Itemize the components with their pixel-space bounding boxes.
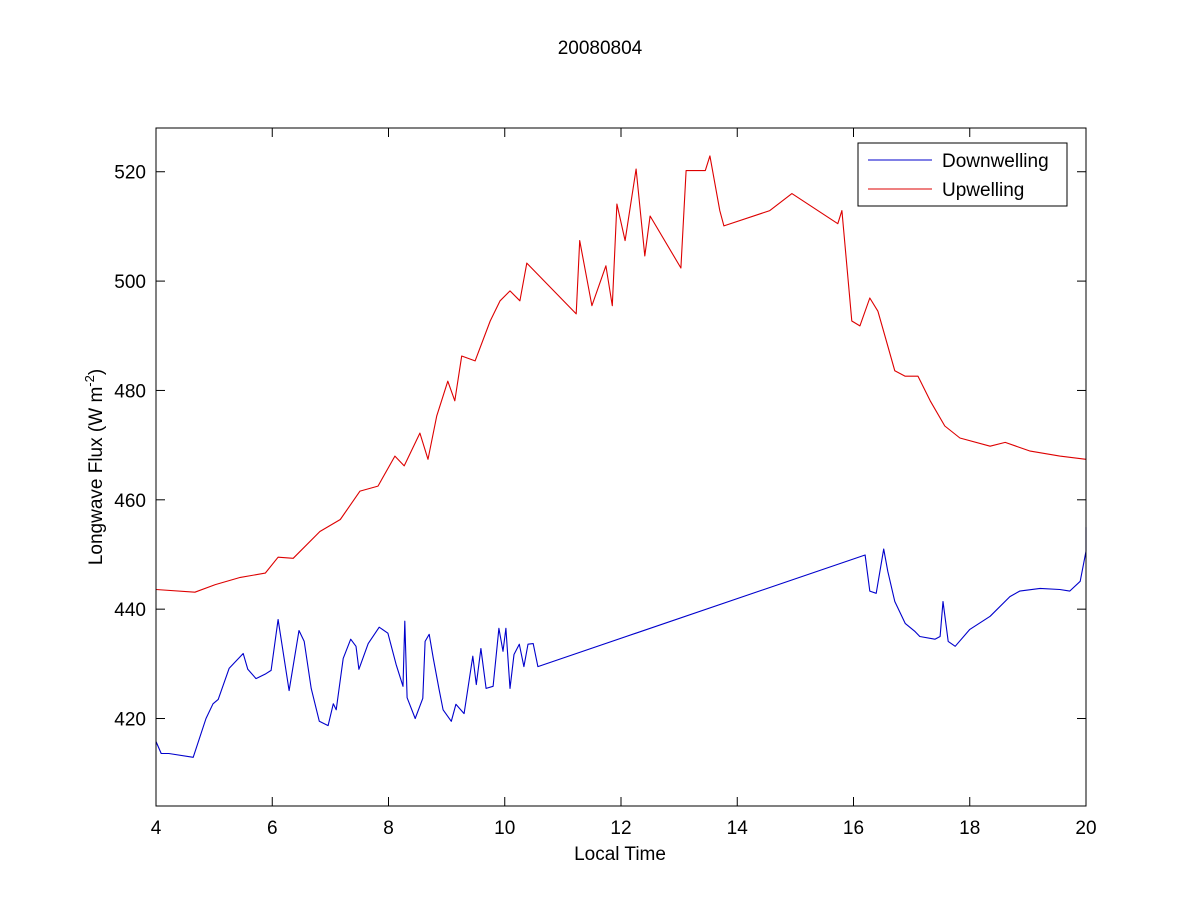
series-line-upwelling <box>155 155 1087 593</box>
x-tick-label: 6 <box>267 818 278 839</box>
legend-box <box>857 142 1068 207</box>
x-tick-label: 14 <box>727 818 749 839</box>
legend-label-upwelling: Upwelling <box>942 180 1024 201</box>
y-axis-label-main: Longwave Flux (W m <box>86 387 107 565</box>
x-tick-label: 8 <box>383 818 394 839</box>
chart-title: 20080804 <box>558 38 643 59</box>
y-tick-label: 480 <box>114 381 146 402</box>
x-tick-label: 18 <box>959 818 980 839</box>
y-tick-label: 520 <box>114 163 146 184</box>
y-axis-label-end: ) <box>86 369 107 375</box>
x-tick-label: 16 <box>843 818 864 839</box>
y-tick-label: 460 <box>114 491 146 512</box>
legend-label-downwelling: Downwelling <box>942 151 1049 172</box>
y-tick-label: 500 <box>114 272 146 293</box>
y-axis-label: Longwave Flux (W m-2) <box>82 369 107 565</box>
x-tick-label: 12 <box>610 818 631 839</box>
y-axis-label-superscript: -2 <box>82 375 97 387</box>
y-tick-label: 420 <box>114 710 146 731</box>
legend: Downwelling Upwelling <box>857 142 1068 207</box>
axis-ticks: 4 6 8 10 12 14 16 18 20 420 440 460 480 500 520 <box>114 128 1097 839</box>
x-tick-label: 20 <box>1075 818 1096 839</box>
y-tick-label: 440 <box>114 600 146 621</box>
series-line-downwelling <box>155 527 1087 758</box>
x-tick-label: 4 <box>151 818 162 839</box>
x-axis-label: Local Time <box>574 844 666 865</box>
axes-box <box>155 127 1087 807</box>
x-tick-label: 10 <box>494 818 515 839</box>
series-lines <box>155 155 1087 758</box>
